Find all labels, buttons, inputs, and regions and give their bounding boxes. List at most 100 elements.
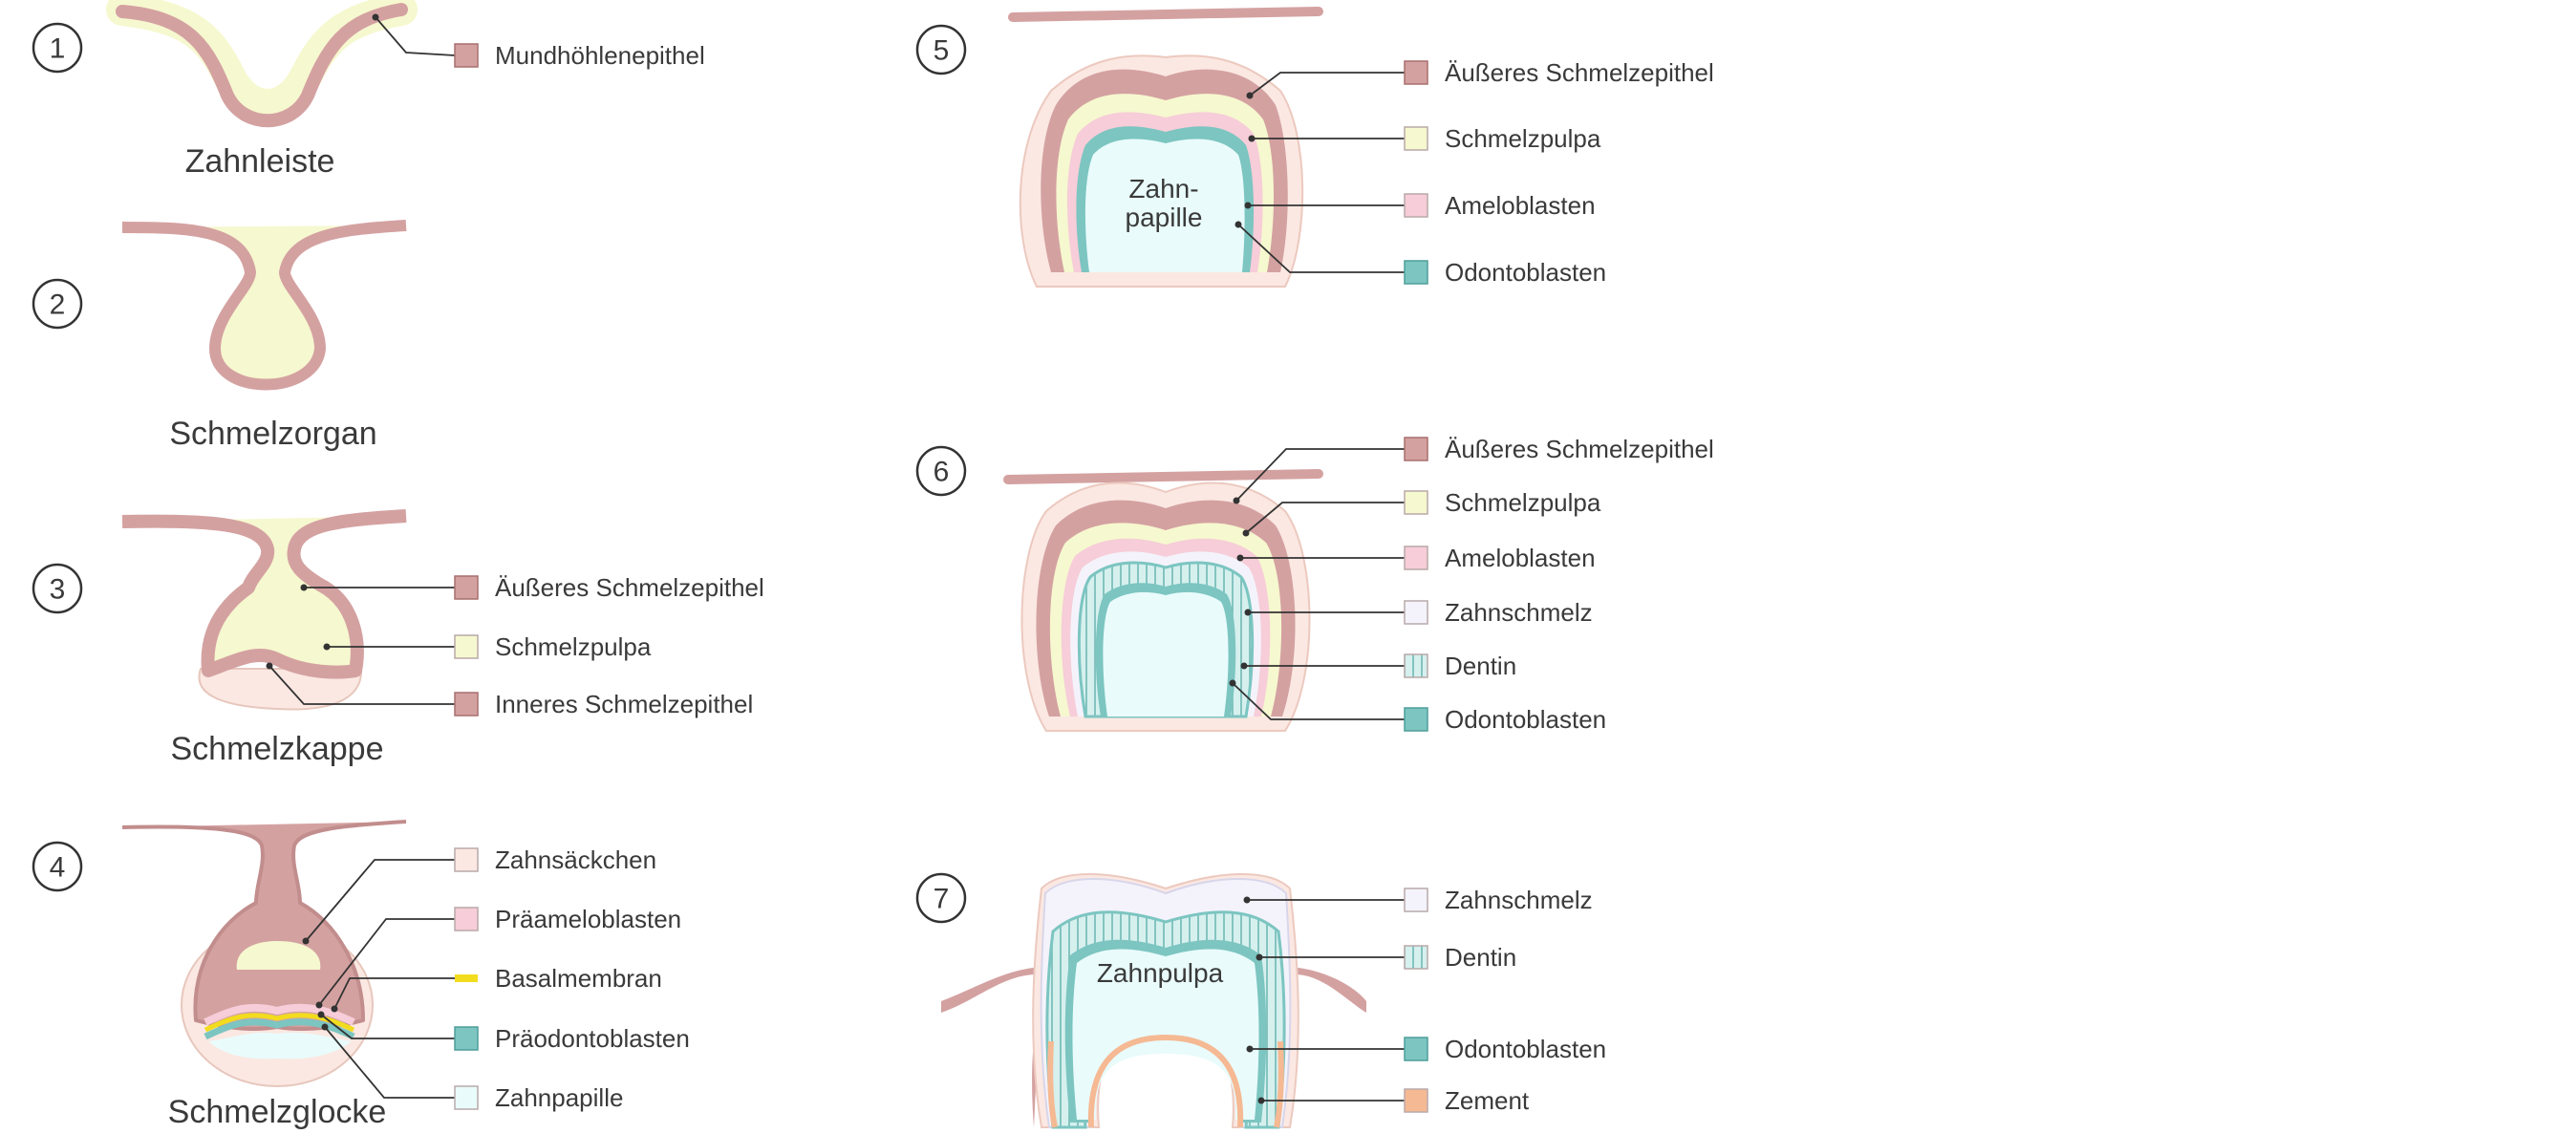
stage-number: 5 bbox=[934, 35, 950, 67]
leader-line bbox=[305, 859, 455, 942]
leader-dot bbox=[1256, 953, 1263, 961]
basalmembran-band bbox=[204, 1013, 355, 1033]
leader-dot bbox=[1244, 202, 1252, 209]
legend-label: Zahnsäckchen bbox=[495, 845, 656, 874]
legend-swatch bbox=[1404, 653, 1428, 678]
legend-swatch bbox=[1404, 260, 1428, 285]
legend-swatch bbox=[1404, 193, 1428, 218]
leader-dot bbox=[1243, 896, 1251, 904]
zahnpapille-shape bbox=[1103, 591, 1229, 717]
label-row: Odontoblasten bbox=[1229, 679, 1606, 734]
zement-inner bbox=[1087, 1034, 1244, 1128]
legend-swatch bbox=[454, 847, 479, 872]
stage-number: 7 bbox=[934, 884, 950, 915]
labels-layer: Mundhöhlenepithel Äußeres Schmelzepithel S… bbox=[266, 13, 1714, 1115]
label-row: Zahnschmelz bbox=[1243, 886, 1593, 914]
leader-dot bbox=[1246, 1045, 1254, 1053]
legend-label: Inneres Schmelzepithel bbox=[495, 690, 753, 718]
label-row: Zahnschmelz bbox=[1244, 598, 1593, 627]
stage-5: 5 Zahn- papille bbox=[915, 7, 1323, 288]
zahnpapille-shape bbox=[208, 1032, 352, 1059]
legend-label: Schmelzpulpa bbox=[495, 632, 652, 661]
legend-label: Odontoblasten bbox=[1445, 258, 1606, 287]
leader-dot bbox=[300, 584, 308, 591]
zahnpulpa-shape bbox=[1072, 949, 1259, 1120]
legend-label: Präodontoblasten bbox=[495, 1024, 690, 1053]
label-row: Zahnpapille bbox=[321, 1023, 623, 1112]
label-row: Präameloblasten bbox=[315, 905, 681, 1009]
stage-7: 7 Zahnpulpa bbox=[915, 872, 1366, 1129]
leader-dot bbox=[1246, 92, 1254, 99]
leader-dot bbox=[1234, 221, 1242, 228]
label-row: Äußeres Schmelzepithel bbox=[1246, 58, 1714, 99]
stage-caption: Schmelzkappe bbox=[170, 731, 383, 767]
gingiva-right bbox=[1290, 967, 1366, 1013]
leader-dot bbox=[317, 1011, 325, 1018]
legend-swatch bbox=[1404, 1037, 1428, 1061]
legend-swatch bbox=[1404, 60, 1428, 85]
zahnleiste-drawing bbox=[106, 0, 418, 128]
mundhoehlenepithel-band bbox=[1003, 469, 1323, 484]
leader-line bbox=[268, 665, 455, 705]
label-row: Zement bbox=[1257, 1086, 1530, 1115]
leader-line bbox=[320, 1014, 455, 1039]
legend-swatch bbox=[1404, 437, 1428, 461]
label-row: Basalmembran bbox=[331, 964, 662, 1013]
zement-left bbox=[1047, 1040, 1058, 1128]
stage-number-circle bbox=[32, 841, 83, 892]
legend-swatch bbox=[454, 634, 479, 659]
label-row: Schmelzpulpa bbox=[1248, 124, 1601, 153]
legend-label: Schmelzpulpa bbox=[1445, 124, 1601, 153]
legend-label: Ameloblasten bbox=[1445, 544, 1596, 572]
stage-number-circle bbox=[915, 445, 967, 497]
label-row: Zahnsäckchen bbox=[302, 845, 656, 945]
leader-dot bbox=[1242, 529, 1250, 537]
legend-label: Zement bbox=[1445, 1086, 1530, 1115]
legend-label: Zahnschmelz bbox=[1445, 886, 1593, 914]
zahnsaeckchen-shape bbox=[198, 668, 363, 711]
legend-label: Mundhöhlenepithel bbox=[495, 41, 705, 70]
legend-swatch bbox=[1404, 126, 1428, 151]
stage-5-inner-line-1: Zahn- bbox=[1128, 174, 1198, 203]
mundhoehlenepithel-band bbox=[1008, 7, 1323, 22]
praeodontoblasten-band bbox=[204, 1018, 355, 1040]
schmelzkappe-shape bbox=[121, 509, 407, 679]
label-row: Schmelzpulpa bbox=[323, 632, 652, 661]
label-row: Präodontoblasten bbox=[317, 1011, 690, 1053]
legend-label: Odontoblasten bbox=[1445, 705, 1606, 734]
stage-number: 4 bbox=[50, 852, 66, 884]
leader-line bbox=[324, 1026, 455, 1099]
legend-swatch bbox=[454, 1085, 479, 1110]
label-row: Äußeres Schmelzepithel bbox=[300, 573, 764, 602]
legend-swatch bbox=[454, 1026, 479, 1051]
stage-number: 6 bbox=[934, 457, 950, 488]
stage-number: 2 bbox=[50, 289, 66, 321]
stage-7-drawing bbox=[941, 873, 1366, 1129]
legend-swatch bbox=[454, 575, 479, 600]
leader-line bbox=[1232, 682, 1405, 720]
stage-6: 6 bbox=[915, 445, 1323, 732]
leader-line bbox=[318, 918, 455, 1006]
leader-dot bbox=[1244, 609, 1252, 616]
leader-dot bbox=[1233, 497, 1240, 504]
stage-caption: Zahnleiste bbox=[185, 143, 335, 180]
leader-line bbox=[1245, 502, 1405, 534]
stage-2: 2 Schmelzorgan bbox=[32, 220, 407, 452]
stage-1: 1 Zahnleiste bbox=[32, 0, 418, 180]
stage-3: 3 Schmelzkappe bbox=[32, 509, 407, 767]
stage-caption: Schmelzorgan bbox=[169, 416, 376, 452]
legend-swatch bbox=[1404, 1088, 1428, 1113]
zahnpapille-shape bbox=[1084, 139, 1245, 272]
legend-label: Äußeres Schmelzepithel bbox=[1445, 435, 1714, 463]
legend-swatch bbox=[1404, 707, 1428, 732]
stage-number: 3 bbox=[50, 574, 66, 606]
leader-line bbox=[1237, 224, 1405, 273]
gingiva-left bbox=[941, 967, 1041, 1127]
stage-number-circle bbox=[32, 563, 83, 614]
leader-dot bbox=[321, 1023, 329, 1031]
stage-6-drawing bbox=[1003, 469, 1323, 732]
stage-5-inner-line-2: papille bbox=[1126, 203, 1203, 232]
stage-number-circle bbox=[32, 22, 83, 74]
legend-label: Schmelzpulpa bbox=[1445, 488, 1601, 517]
praeameloblasten-band bbox=[204, 1003, 355, 1026]
